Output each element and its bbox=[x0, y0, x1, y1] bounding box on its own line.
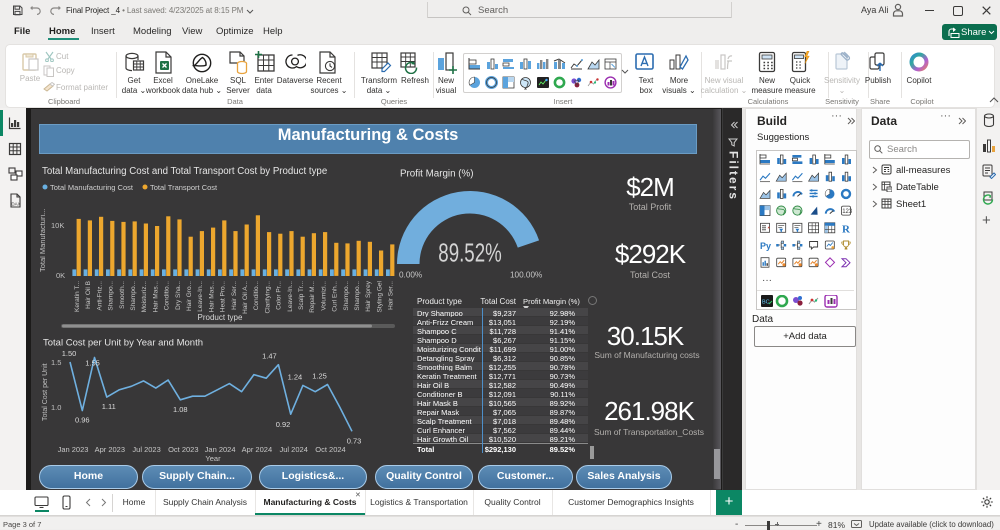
svg-text:Styling Gel: Styling Gel bbox=[376, 280, 383, 312]
svg-text:1.47: 1.47 bbox=[262, 352, 277, 361]
svg-text:Keratin T...: Keratin T... bbox=[74, 281, 81, 312]
svg-text:Hair Mas...: Hair Mas... bbox=[152, 281, 159, 313]
svg-text:1.50: 1.50 bbox=[62, 349, 77, 358]
svg-text:Jan 2024: Jan 2024 bbox=[205, 445, 236, 454]
svg-text:Profit Margin (%): Profit Margin (%) bbox=[400, 169, 474, 180]
svg-text:Product type: Product type bbox=[198, 313, 243, 322]
svg-text:0.96: 0.96 bbox=[75, 416, 90, 425]
svg-text:1.25: 1.25 bbox=[312, 372, 327, 381]
svg-text:Clarifying...: Clarifying... bbox=[264, 281, 271, 314]
svg-text:Jul 2023: Jul 2023 bbox=[132, 445, 160, 454]
svg-text:Hair Gro...: Hair Gro... bbox=[186, 281, 193, 311]
svg-text:Shampo...: Shampo... bbox=[108, 281, 115, 311]
svg-text:Hair Sprey: Hair Sprey bbox=[365, 280, 372, 311]
svg-text:Scalp Tr...: Scalp Tr... bbox=[298, 281, 305, 310]
svg-text:Total Manufacturing Cost and T: Total Manufacturing Cost and Total Trans… bbox=[42, 166, 327, 177]
svg-text:BC: BC bbox=[762, 300, 770, 306]
svg-text:Color Pr...: Color Pr... bbox=[276, 281, 283, 310]
svg-text:Leave-In...: Leave-In... bbox=[197, 281, 204, 312]
svg-text:Jan 2023: Jan 2023 bbox=[58, 445, 89, 454]
svg-text:Dry Sha...: Dry Sha... bbox=[175, 281, 182, 310]
svg-text:100.00%: 100.00% bbox=[510, 271, 542, 280]
svg-text:Heat Pro...: Heat Pro... bbox=[220, 281, 227, 312]
svg-text:0.73: 0.73 bbox=[347, 436, 362, 445]
svg-text:Total Transport Cost: Total Transport Cost bbox=[150, 183, 218, 192]
svg-text:Apr 2024: Apr 2024 bbox=[242, 445, 272, 454]
svg-text:R: R bbox=[842, 223, 851, 235]
svg-text:Curl Enh...: Curl Enh... bbox=[332, 281, 339, 312]
svg-text:123: 123 bbox=[842, 209, 853, 215]
svg-text:Smooth...: Smooth... bbox=[119, 281, 126, 309]
svg-text:Shampo...: Shampo... bbox=[343, 281, 350, 311]
svg-text:Oct 2024: Oct 2024 bbox=[315, 445, 345, 454]
svg-text:Year: Year bbox=[205, 454, 221, 462]
svg-text:Total Cost per Unit by Year an: Total Cost per Unit by Year and Month bbox=[43, 338, 203, 349]
svg-text:1.55: 1.55 bbox=[85, 359, 100, 368]
svg-text:0K: 0K bbox=[56, 271, 65, 280]
svg-text:Hair Mas...: Hair Mas... bbox=[208, 281, 215, 313]
svg-text:Oct 2023: Oct 2023 bbox=[168, 445, 198, 454]
svg-text:1.5: 1.5 bbox=[51, 358, 61, 367]
svg-text:Total Manufacturing Cost: Total Manufacturing Cost bbox=[50, 183, 134, 192]
svg-text:Repair M...: Repair M... bbox=[309, 281, 316, 313]
svg-text:Py: Py bbox=[760, 241, 771, 251]
svg-text:0.00%: 0.00% bbox=[399, 271, 422, 280]
svg-text:Total Manufacturi...: Total Manufacturi... bbox=[40, 209, 47, 272]
svg-text:Anti-Friz...: Anti-Friz... bbox=[96, 281, 103, 311]
svg-text:Conditio...: Conditio... bbox=[164, 281, 171, 310]
svg-text:1.24: 1.24 bbox=[288, 372, 303, 381]
svg-text:89.52%: 89.52% bbox=[438, 237, 501, 267]
svg-text:1.08: 1.08 bbox=[173, 405, 188, 414]
svg-text:Jul 2024: Jul 2024 bbox=[280, 445, 308, 454]
svg-text:Apr 2023: Apr 2023 bbox=[95, 445, 125, 454]
svg-text:Moisturiz...: Moisturiz... bbox=[141, 281, 148, 313]
svg-text:10K: 10K bbox=[51, 221, 64, 230]
svg-text:Volumizi...: Volumizi... bbox=[320, 281, 327, 311]
svg-text:1.11: 1.11 bbox=[102, 402, 116, 411]
svg-text:Hair Oil B: Hair Oil B bbox=[85, 281, 92, 309]
svg-text:DAX: DAX bbox=[11, 202, 20, 207]
svg-text:Conditio...: Conditio... bbox=[253, 281, 260, 310]
svg-text:Hair Ser...: Hair Ser... bbox=[231, 281, 238, 310]
svg-text:Shampo...: Shampo... bbox=[130, 281, 137, 311]
svg-text:Shampo...: Shampo... bbox=[354, 281, 361, 311]
svg-text:1.0: 1.0 bbox=[51, 403, 61, 412]
svg-text:0.92: 0.92 bbox=[276, 420, 291, 429]
svg-text:Leave-In...: Leave-In... bbox=[287, 281, 294, 312]
svg-text:Total Cost per Unit: Total Cost per Unit bbox=[42, 363, 49, 421]
svg-text:Hair Oil A...: Hair Oil A... bbox=[242, 281, 249, 314]
svg-text:Hair Ser...: Hair Ser... bbox=[388, 281, 395, 310]
